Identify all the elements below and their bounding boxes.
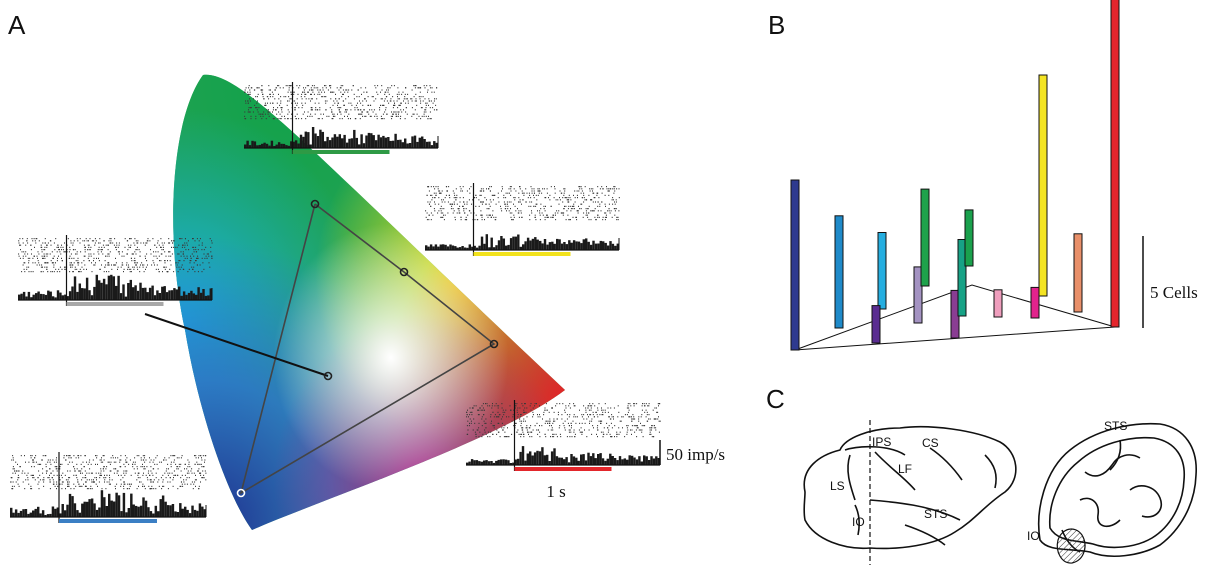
red-stimulus-point: [489, 339, 499, 349]
ls-sulcus: [847, 454, 856, 501]
label-io: IO: [852, 515, 865, 529]
section-gyrus-3: [1129, 485, 1162, 518]
bar-c3: [877, 232, 887, 310]
cs-sulcus: [929, 447, 963, 481]
bar-c13: [1073, 233, 1083, 313]
lf-sulcus: [874, 451, 916, 491]
section-gyrus-1: [1084, 454, 1141, 477]
gray-connector-line: [144, 313, 329, 377]
section-outline: [1037, 422, 1197, 557]
bar-c4: [871, 305, 881, 344]
raster-plot: [18, 238, 213, 273]
stimulus-bar: [59, 519, 157, 523]
bar-c5: [913, 266, 923, 324]
frontal-sulcus: [984, 454, 997, 489]
bar-c12: [1038, 74, 1048, 297]
rate-scale-label: 50 imp/s: [666, 445, 725, 464]
spike-histogram: [466, 446, 661, 465]
spike-histogram: [10, 490, 207, 517]
label-ips: IPS: [872, 435, 891, 449]
io-sulcus: [854, 504, 861, 536]
stimulus-bar: [473, 252, 571, 256]
panel-b-letter: B: [768, 10, 785, 40]
brain-coronal-section: [1037, 422, 1197, 557]
bar-c9: [964, 209, 974, 267]
ips-sulcus: [844, 445, 906, 456]
psth-gray: [18, 235, 213, 306]
panel-c-letter: C: [766, 384, 785, 414]
raster-plot: [466, 403, 661, 438]
bar-c14: [1110, 0, 1120, 328]
psth-red: [466, 400, 661, 471]
label-lf: LF: [898, 462, 912, 476]
spike-histogram: [425, 234, 620, 250]
bar-c8: [957, 239, 967, 317]
section-gyrus-2: [1079, 497, 1121, 528]
section-sts-sulcus: [1109, 439, 1122, 471]
label-ls: LS: [830, 479, 845, 493]
label-cs: CS: [922, 436, 939, 450]
gamut-triangle: [239, 203, 496, 495]
label-io-section: IO: [1027, 529, 1040, 543]
raster-plot: [10, 455, 207, 490]
label-sts: STS: [924, 507, 947, 521]
cell-count-bar-chart: [790, 0, 1120, 351]
psth-green: [244, 82, 439, 154]
brain-lateral-view: [803, 425, 1017, 550]
blue-stimulus-point: [236, 488, 246, 498]
section-inner-contour: [1048, 436, 1185, 549]
panel-a-letter: A: [8, 10, 26, 40]
section-hatched-region: [1056, 528, 1086, 564]
stimulus-bar: [292, 150, 390, 154]
bar-c2: [834, 215, 844, 329]
spike-histogram: [244, 127, 439, 148]
cells-scale-label: 5 Cells: [1150, 283, 1198, 302]
time-scale-label: 1 s: [546, 482, 565, 501]
bar-c6: [920, 188, 930, 287]
green-stimulus-point: [310, 199, 320, 209]
lower-sulcus: [904, 524, 946, 546]
gray-stimulus-point: [323, 371, 333, 381]
sts-sulcus: [869, 499, 961, 521]
spike-histogram: [18, 274, 213, 300]
raster-plot: [244, 85, 438, 120]
bar-chart-base-triangle: [794, 284, 1116, 351]
psth-blue: [10, 452, 207, 523]
psth-yellow: [425, 183, 620, 256]
label-sts-section: STS: [1104, 419, 1127, 433]
raster-plot: [425, 186, 620, 221]
bar-c1: [790, 179, 800, 351]
yellow-stimulus-point: [399, 267, 409, 277]
bar-c10: [993, 289, 1003, 318]
stimulus-bar: [514, 467, 612, 471]
stimulus-bar: [66, 302, 164, 306]
brain-outline: [803, 425, 1017, 550]
bar-c11: [1030, 286, 1040, 319]
